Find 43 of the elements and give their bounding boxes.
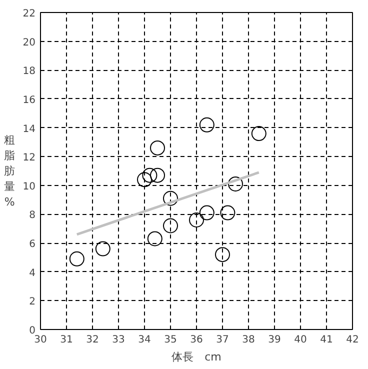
point [137,172,152,188]
x-tick-label: 34 [138,334,151,346]
x-tick-label: 33 [112,334,125,346]
point [215,247,230,262]
x-axis-title: 体長 cm [172,350,222,364]
y-tick-label: 8 [29,210,36,222]
y-tick-label: 12 [22,152,36,164]
point [95,241,110,256]
point [150,168,165,183]
y-tick-label: 16 [22,94,36,106]
x-tick-label: 35 [164,334,177,346]
y-tick-label: 14 [22,124,36,135]
point [220,205,236,220]
point [150,140,165,156]
x-tick-label: 41 [320,334,333,346]
x-tick-label: 38 [242,334,255,346]
x-tick-label: 42 [346,334,359,346]
x-tick-label: 30 [34,334,47,346]
x-tick-label: 31 [60,334,73,346]
point [199,117,214,132]
y-tick-label: 20 [22,37,36,48]
point [251,126,266,142]
y-tick-label: 4 [29,268,36,279]
x-tick-label: 36 [190,334,203,346]
y-tick-label: 22 [22,8,36,20]
point [69,251,84,266]
x-tick-label: 37 [216,334,229,346]
x-tick-label: 39 [268,334,281,346]
point [163,190,178,206]
x-tick-label: 40 [294,334,307,346]
y-tick-label: 10 [22,181,36,192]
y-tick-label: 6 [29,239,36,250]
y-axis-title: 粗脂肪量% [4,133,15,209]
point [142,168,158,183]
point [189,212,204,228]
point [228,176,243,192]
point [163,218,178,234]
y-tick-label: 0 [29,326,36,336]
x-tick-label: 32 [86,334,99,346]
y-tick-label: 2 [29,296,36,308]
y-tick-label: 18 [22,66,36,78]
point [147,231,162,246]
point [199,205,214,220]
